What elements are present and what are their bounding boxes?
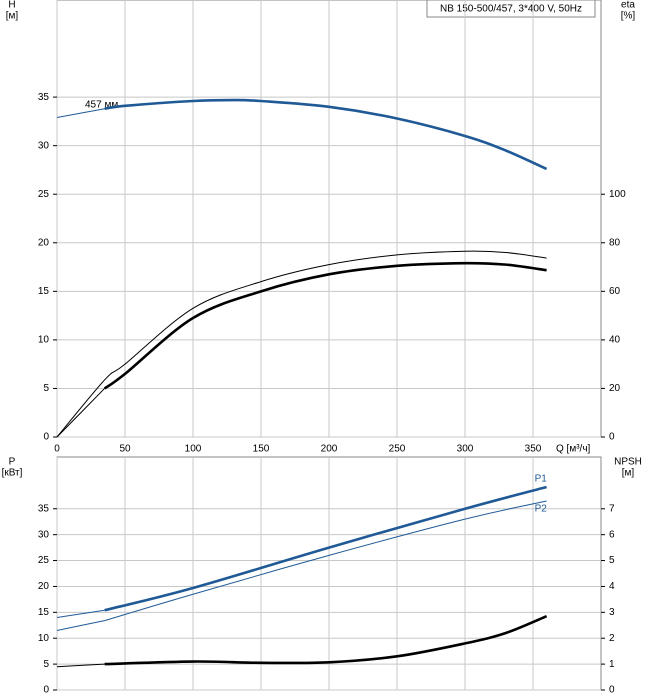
y-tick-label: 0 (43, 685, 49, 696)
note-box (426, 0, 596, 18)
y-tick-label: 25 (38, 555, 50, 566)
x-axis-title: Q [м³/ч] (556, 444, 591, 455)
x-tick-label: 100 (185, 444, 202, 455)
y-axis-title: H (8, 0, 15, 11)
curve (56, 108, 105, 118)
model-note: NB 150-500/457, 3*400 V, 50Hz (440, 4, 582, 15)
curve (56, 663, 105, 668)
y-tick-label: 5 (43, 383, 49, 394)
curve (56, 250, 547, 438)
y2-tick-label: 4 (609, 581, 615, 592)
y2-tick-label: 2 (609, 633, 615, 644)
impeller-annotation: 457 мм (85, 100, 118, 111)
x-tick-label: 350 (525, 444, 542, 455)
curve (104, 615, 548, 666)
y2-tick-label: 60 (609, 286, 621, 297)
y-tick-label: 35 (38, 503, 50, 514)
y-tick-label: 15 (38, 286, 50, 297)
y-tick-label: 10 (38, 335, 50, 346)
y2-tick-label: 80 (609, 237, 621, 248)
y2-tick-label: 3 (609, 607, 615, 618)
y-tick-label: 20 (38, 581, 50, 592)
y2-tick-label: 1 (609, 659, 615, 670)
curve (103, 261, 547, 390)
y2-axis-title: NPSH (614, 457, 642, 468)
y-tick-label: 30 (38, 140, 50, 151)
curve (104, 98, 548, 171)
y2-tick-label: 100 (609, 189, 626, 200)
y2-tick-label: 0 (609, 432, 615, 443)
curve (56, 388, 105, 438)
series-label: P2 (535, 504, 548, 515)
x-tick-label: 300 (457, 444, 474, 455)
y-tick-label: 0 (43, 432, 49, 443)
x-tick-label: 150 (253, 444, 270, 455)
y-tick-label: 35 (38, 92, 50, 103)
y2-tick-label: 5 (609, 555, 615, 566)
y2-tick-label: 6 (609, 529, 615, 540)
x-tick-label: 50 (119, 444, 131, 455)
x-tick-label: 0 (54, 444, 60, 455)
y2-axis-title: eta (621, 0, 635, 11)
y-tick-label: 20 (38, 237, 50, 248)
curve (56, 620, 105, 631)
y-tick-label: 10 (38, 633, 50, 644)
y-tick-label: 25 (38, 189, 50, 200)
y2-axis-unit: [м] (622, 468, 635, 479)
y-axis-unit: [кВт] (2, 468, 23, 479)
series-label: P1 (535, 474, 548, 485)
y-tick-label: 5 (43, 659, 49, 670)
x-tick-label: 250 (389, 444, 406, 455)
y2-tick-label: 0 (609, 685, 615, 696)
y-axis-unit: [м] (6, 11, 19, 22)
y2-axis-unit: [%] (621, 11, 636, 22)
y-axis-title: P (9, 457, 16, 468)
curve (104, 500, 547, 622)
y-tick-label: 15 (38, 607, 50, 618)
y-tick-label: 30 (38, 529, 50, 540)
x-tick-label: 200 (321, 444, 338, 455)
y2-tick-label: 20 (609, 383, 621, 394)
curve (104, 485, 547, 612)
y2-tick-label: 7 (609, 503, 615, 514)
curve (56, 609, 105, 619)
y2-tick-label: 40 (609, 335, 621, 346)
